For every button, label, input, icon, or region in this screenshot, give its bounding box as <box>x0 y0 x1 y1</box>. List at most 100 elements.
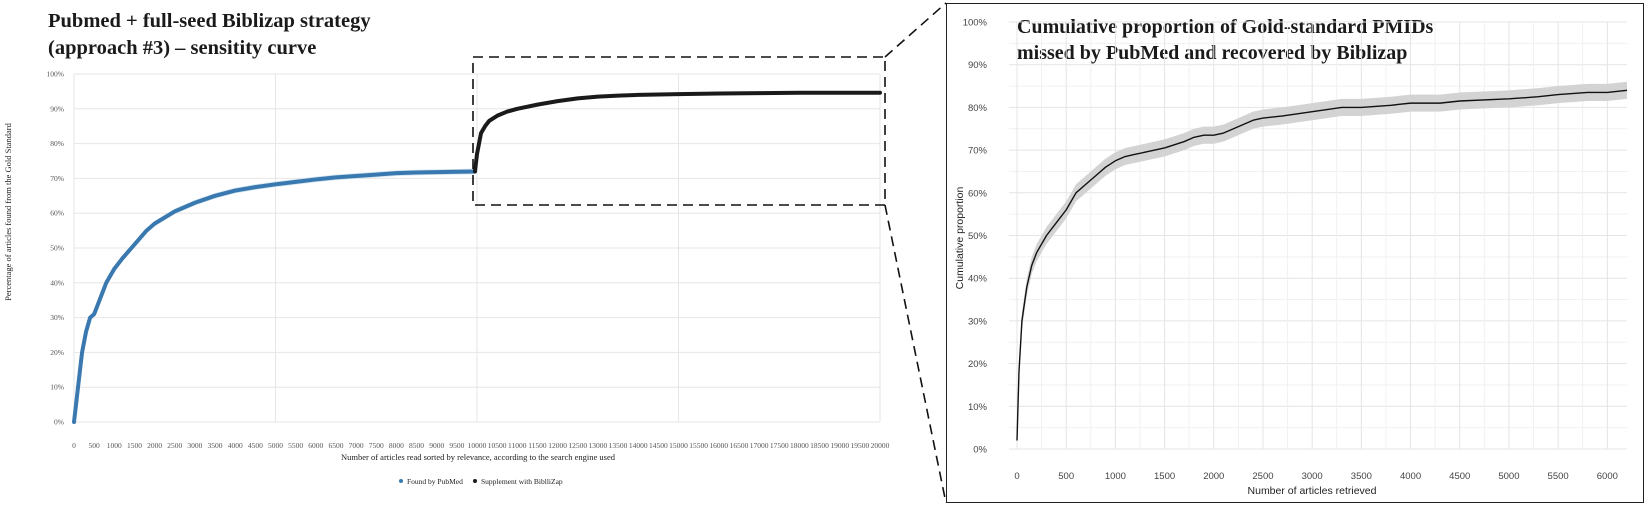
main-x-tick-label: 5000 <box>268 441 283 450</box>
legend: Found by PubMed Supplement with BiblliZa… <box>399 477 563 486</box>
main-x-tick-label: 13000 <box>589 441 608 450</box>
inset-x-tick-label: 3000 <box>1302 471 1323 482</box>
zoom-box <box>472 56 886 206</box>
inset-x-tick-label: 500 <box>1058 471 1074 482</box>
legend-label-biblizap: Supplement with BiblliZap <box>481 477 563 486</box>
main-x-tick-label: 2000 <box>147 441 162 450</box>
inset-y-tick-label: 90% <box>968 60 988 71</box>
main-x-tick-label: 20000 <box>871 441 890 450</box>
inset-y-tick-label: 60% <box>968 188 988 199</box>
inset-y-tick-label: 100% <box>963 18 988 29</box>
main-y-tick-label: 40% <box>50 278 64 287</box>
main-x-tick-label: 8500 <box>409 441 424 450</box>
main-x-tick-label: 14000 <box>629 441 648 450</box>
main-y-tick-label: 70% <box>50 174 64 183</box>
inset-x-tick-label: 4500 <box>1449 471 1470 482</box>
main-y-tick-label: 0% <box>54 418 64 427</box>
main-x-tick-label: 11000 <box>508 441 527 450</box>
series-line-pubmed <box>72 169 477 424</box>
series-line-biblizap <box>472 90 882 174</box>
main-series-layer <box>72 90 882 425</box>
main-x-tick-label: 11500 <box>528 441 547 450</box>
inset-y-ticks: 0% 10% 20% 30% 40% 50% 60% 70% 80% 90% 100% <box>963 18 988 456</box>
legend-marker-pubmed <box>399 479 403 483</box>
inset-x-tick-label: 1500 <box>1154 471 1175 482</box>
main-y-tick-label: 80% <box>50 139 64 148</box>
main-y-ticks: 0% 10% 20% 30% 40% 50% 60% 70% 80% 90% 100% <box>47 70 65 427</box>
main-x-tick-label: 18500 <box>810 441 829 450</box>
main-title-line2: (approach #3) – sensitity curve <box>48 37 317 59</box>
inset-y-tick-label: 50% <box>968 231 988 242</box>
main-x-tick-label: 10500 <box>488 441 507 450</box>
main-x-tick-label: 12000 <box>548 441 567 450</box>
inset-x-ticks: 0 500 1000 1500 2000 2500 3000 3500 4000 4500 5000… <box>1014 471 1618 482</box>
main-x-tick-label: 15500 <box>689 441 708 450</box>
main-chart-title: Pubmed + full-seed Biblizap strategy (ap… <box>48 8 371 62</box>
inset-y-tick-label: 10% <box>968 402 988 413</box>
legend-marker-biblizap <box>473 479 477 483</box>
main-x-tick-label: 16000 <box>709 441 728 450</box>
main-x-tick-label: 9500 <box>449 441 464 450</box>
main-x-tick-label: 3500 <box>208 441 223 450</box>
main-x-tick-label: 8000 <box>389 441 404 450</box>
legend-label-pubmed: Found by PubMed <box>407 477 463 486</box>
main-x-tick-label: 7500 <box>369 441 384 450</box>
main-title-line1: Pubmed + full-seed Biblizap strategy <box>48 10 371 32</box>
inset-y-tick-label: 20% <box>968 359 988 370</box>
main-y-tick-label: 60% <box>50 209 64 218</box>
main-y-tick-label: 20% <box>50 348 64 357</box>
inset-y-tick-label: 70% <box>968 146 988 157</box>
main-x-tick-label: 10000 <box>468 441 487 450</box>
main-x-tick-label: 12500 <box>568 441 587 450</box>
main-y-tick-label: 10% <box>50 383 64 392</box>
inset-x-tick-label: 3500 <box>1351 471 1372 482</box>
main-x-tick-label: 6000 <box>308 441 323 450</box>
inset-gridlines <box>1009 21 1627 450</box>
main-x-tick-label: 15000 <box>669 441 688 450</box>
inset-x-tick-label: 2500 <box>1252 471 1273 482</box>
main-y-tick-label: 30% <box>50 313 64 322</box>
main-x-tick-label: 1500 <box>127 441 142 450</box>
main-y-tick-label: 50% <box>50 244 64 253</box>
main-x-tick-label: 7000 <box>349 441 364 450</box>
inset-y-tick-label: 30% <box>968 316 988 327</box>
main-x-tick-label: 9000 <box>429 441 444 450</box>
main-x-tick-label: 5500 <box>288 441 303 450</box>
main-gridlines <box>73 73 881 423</box>
main-x-tick-label: 6500 <box>328 441 343 450</box>
inset-x-axis-label: Number of articles retrieved <box>1248 485 1377 497</box>
main-x-tick-label: 16500 <box>730 441 749 450</box>
main-x-tick-label: 13500 <box>609 441 628 450</box>
inset-x-tick-label: 0 <box>1014 471 1019 482</box>
inset-x-tick-label: 1000 <box>1105 471 1126 482</box>
main-x-tick-label: 18000 <box>790 441 809 450</box>
main-x-tick-label: 14500 <box>649 441 668 450</box>
inset-x-tick-label: 4000 <box>1400 471 1421 482</box>
inset-y-tick-label: 80% <box>968 103 988 114</box>
inset-title-line2: missed by PubMed and recovered by Bibliz… <box>1017 42 1408 64</box>
main-x-tick-label: 17000 <box>750 441 769 450</box>
inset-y-tick-label: 0% <box>973 445 987 456</box>
main-x-tick-label: 500 <box>89 441 101 450</box>
inset-x-tick-label: 2000 <box>1203 471 1224 482</box>
inset-series-line <box>1016 89 1628 441</box>
main-x-tick-label: 17500 <box>770 441 789 450</box>
main-x-tick-label: 3000 <box>187 441 202 450</box>
inset-y-tick-label: 40% <box>968 274 988 285</box>
main-x-tick-label: 2500 <box>167 441 182 450</box>
main-x-tick-label: 4500 <box>248 441 263 450</box>
main-x-tick-label: 19000 <box>830 441 849 450</box>
inset-y-axis-label: Cumulative proportion <box>954 186 966 289</box>
main-x-axis-label: Number of articles read sorted by releva… <box>341 452 616 462</box>
main-x-tick-label: 1000 <box>107 441 122 450</box>
zoom-connector-bottom <box>884 204 947 504</box>
inset-series-layer <box>1016 81 1628 441</box>
main-x-tick-label: 4000 <box>228 441 243 450</box>
main-y-axis-label: Percentage of articles found from the Go… <box>3 122 13 300</box>
inset-x-tick-label: 5500 <box>1548 471 1569 482</box>
main-y-tick-label: 90% <box>50 104 64 113</box>
main-x-tick-label: 19500 <box>850 441 869 450</box>
pubmed-band <box>74 168 475 425</box>
inset-ci-band <box>1017 81 1627 441</box>
